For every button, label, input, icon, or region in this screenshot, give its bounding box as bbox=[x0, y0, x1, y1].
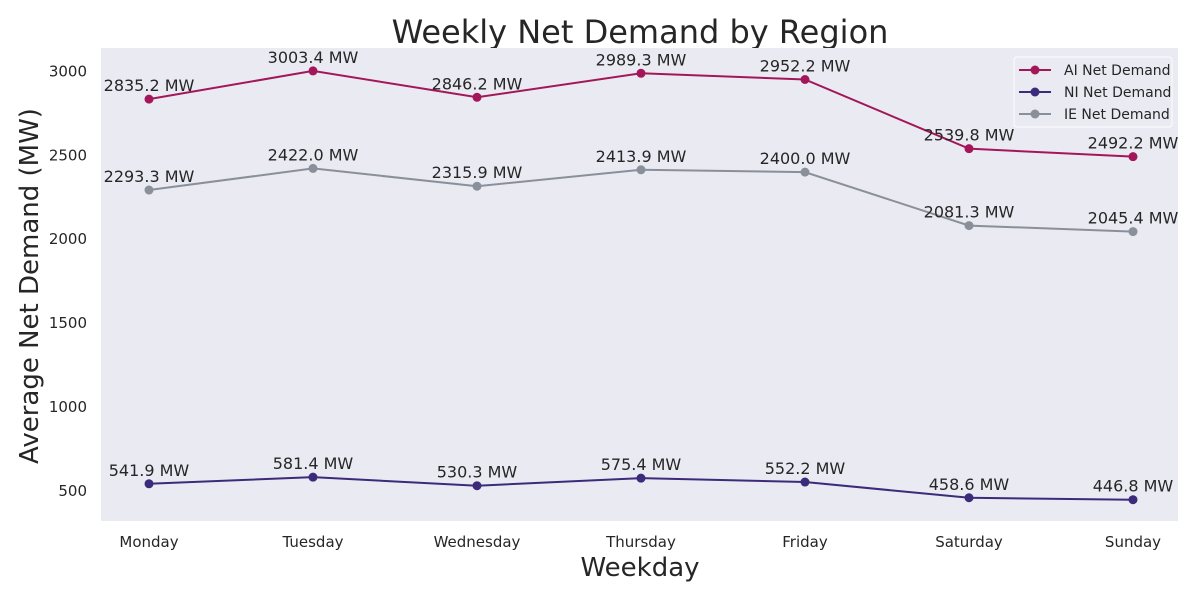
data-label: 575.4 MW bbox=[601, 455, 682, 474]
data-point bbox=[308, 163, 318, 173]
y-tick-label: 2000 bbox=[49, 230, 87, 248]
data-point bbox=[1128, 152, 1138, 162]
data-point bbox=[800, 477, 810, 487]
data-point bbox=[964, 493, 974, 503]
data-point bbox=[636, 165, 646, 175]
legend-label: NI Net Demand bbox=[1064, 85, 1171, 101]
x-tick-label: Monday bbox=[119, 533, 178, 551]
data-point bbox=[144, 185, 154, 195]
data-point bbox=[964, 144, 974, 154]
data-label: 2539.8 MW bbox=[924, 126, 1015, 145]
data-point bbox=[472, 481, 482, 491]
data-point bbox=[1128, 227, 1138, 237]
data-label: 3003.4 MW bbox=[268, 48, 359, 67]
data-point bbox=[964, 221, 974, 231]
x-tick-label: Wednesday bbox=[434, 533, 521, 551]
data-label: 2315.9 MW bbox=[432, 163, 523, 182]
legend-marker bbox=[1030, 109, 1040, 119]
data-point bbox=[636, 473, 646, 483]
data-label: 2081.3 MW bbox=[924, 203, 1015, 222]
data-label: 446.8 MW bbox=[1093, 477, 1174, 496]
data-label: 2952.2 MW bbox=[760, 56, 851, 75]
data-label: 581.4 MW bbox=[273, 454, 354, 473]
data-label: 541.9 MW bbox=[109, 461, 190, 480]
data-label: 2492.2 MW bbox=[1088, 134, 1179, 153]
data-labels: 2835.2 MW 3003.4 MW 2846.2 MW 2989.3 MW 2952… bbox=[104, 48, 1179, 496]
data-label: 2413.9 MW bbox=[596, 147, 687, 166]
data-point bbox=[800, 167, 810, 177]
data-label: 2989.3 MW bbox=[596, 50, 687, 69]
legend-marker bbox=[1030, 87, 1040, 97]
legend-marker bbox=[1030, 65, 1040, 75]
y-tick-label: 2500 bbox=[49, 146, 87, 164]
x-axis-label: Weekday bbox=[580, 553, 699, 583]
x-tick-label: Sunday bbox=[1105, 533, 1161, 551]
x-tick-label: Saturday bbox=[935, 533, 1003, 551]
data-label: 2293.3 MW bbox=[104, 167, 195, 186]
data-label: 2835.2 MW bbox=[104, 76, 195, 95]
y-tick-label: 1500 bbox=[49, 314, 87, 332]
data-point bbox=[144, 94, 154, 104]
x-tick-label: Tuesday bbox=[281, 533, 343, 551]
data-point bbox=[472, 181, 482, 191]
data-point bbox=[636, 68, 646, 78]
data-label: 530.3 MW bbox=[437, 463, 518, 482]
data-point bbox=[1128, 495, 1138, 505]
data-label: 2400.0 MW bbox=[760, 149, 851, 168]
data-label: 552.2 MW bbox=[765, 459, 846, 478]
data-point bbox=[308, 472, 318, 482]
chart-title: Weekly Net Demand by Region bbox=[392, 13, 889, 51]
y-tick-label: 3000 bbox=[49, 62, 87, 80]
y-tick-label: 1000 bbox=[49, 398, 87, 416]
data-points bbox=[144, 66, 1138, 505]
legend-box bbox=[1013, 56, 1173, 128]
x-tick-label: Thursday bbox=[605, 533, 676, 551]
y-axis-label: Average Net Demand (MW) bbox=[15, 108, 45, 464]
data-point bbox=[472, 92, 482, 102]
data-label: 2045.4 MW bbox=[1088, 209, 1179, 228]
data-label: 458.6 MW bbox=[929, 475, 1010, 494]
data-point bbox=[144, 479, 154, 489]
data-label: 2422.0 MW bbox=[268, 145, 359, 164]
y-tick-label: 500 bbox=[58, 482, 87, 500]
plot-area bbox=[101, 48, 1178, 521]
data-label: 2846.2 MW bbox=[432, 74, 523, 93]
x-tick-label: Friday bbox=[782, 533, 828, 551]
tick-labels: Monday Tuesday Wednesday Thursday Friday Satu… bbox=[49, 62, 1161, 551]
legend-label: IE Net Demand bbox=[1064, 107, 1170, 123]
data-point bbox=[308, 66, 318, 76]
data-point bbox=[800, 74, 810, 84]
legend-label: AI Net Demand bbox=[1064, 63, 1171, 79]
legend: AI Net Demand NI Net Demand IE Net Demand bbox=[1013, 56, 1173, 128]
